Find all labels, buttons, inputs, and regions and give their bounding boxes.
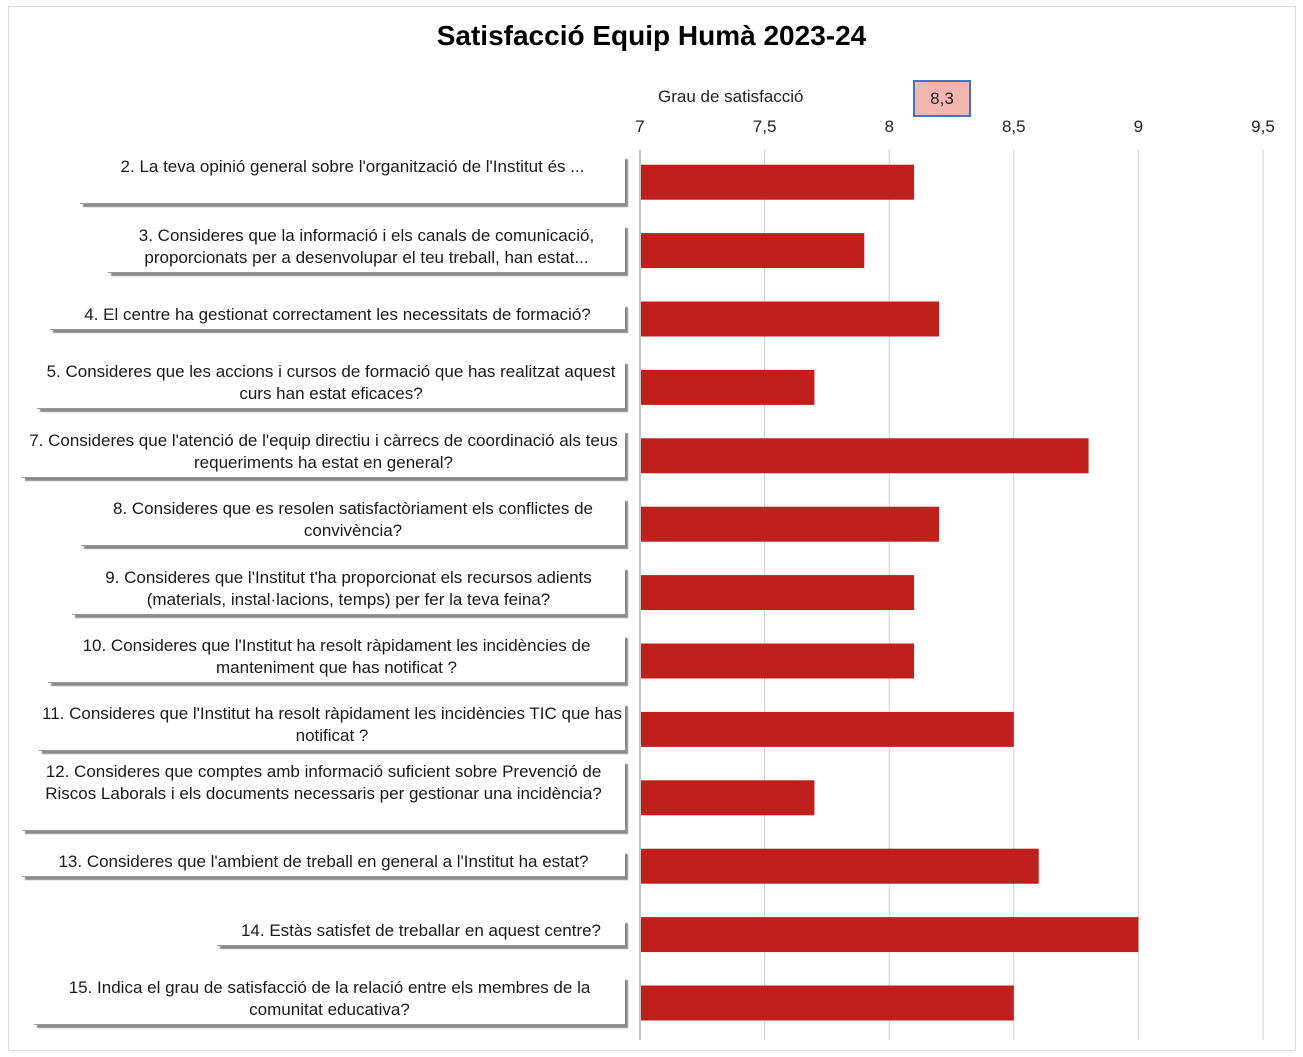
question-label: 14. Estàs satisfet de treballar en aques… (217, 919, 625, 946)
question-label: 9. Consideres que l'Institut t'ha propor… (72, 566, 625, 615)
bar (641, 438, 1089, 474)
bar (641, 917, 1139, 953)
question-label: 2. La teva opinió general sobre l'organi… (80, 156, 625, 205)
question-label: 13. Consideres que l'ambient de treball … (22, 851, 625, 878)
bar (641, 711, 1014, 747)
question-label: 8. Consideres que es resolen satisfactòr… (81, 498, 625, 547)
x-tick-label: 9 (1134, 117, 1143, 136)
question-label: 10. Consideres que l'Institut ha resolt … (48, 635, 625, 683)
average-score-value: 8,3 (930, 88, 954, 108)
bar (641, 164, 915, 200)
bar (641, 643, 915, 679)
question-label: 12. Consideres que comptes amb informaci… (22, 760, 625, 831)
average-score-box: 8,3 (913, 80, 971, 117)
question-label: 7. Consideres que l'atenció de l'equip d… (22, 429, 625, 478)
question-label: 5. Consideres que les accions i cursos d… (37, 361, 625, 410)
x-tick-label: 8 (884, 117, 893, 136)
x-axis-title: Grau de satisfacció (658, 87, 804, 106)
x-tick-label: 9,5 (1251, 117, 1275, 136)
bar (641, 848, 1039, 884)
x-tick-label: 7 (635, 117, 644, 136)
question-label: 4. El centre ha gestionat correctament l… (50, 304, 625, 330)
x-tick-label: 7,5 (753, 117, 777, 136)
bar (641, 233, 865, 269)
question-label: 3. Consideres que la informació i els ca… (108, 224, 625, 273)
bar (641, 985, 1014, 1021)
chart-frame (8, 6, 1296, 1051)
bar (641, 506, 940, 542)
bar (641, 369, 815, 405)
chart-title: Satisfacció Equip Humà 2023-24 (436, 20, 867, 51)
x-tick-label: 8,5 (1002, 117, 1026, 136)
question-label: 15. Indica el grau de satisfacció de la … (34, 977, 625, 1025)
bar (641, 780, 815, 816)
bar (641, 575, 915, 611)
question-label: 11. Consideres que l'Institut ha resolt … (39, 703, 625, 752)
bar (641, 301, 940, 337)
